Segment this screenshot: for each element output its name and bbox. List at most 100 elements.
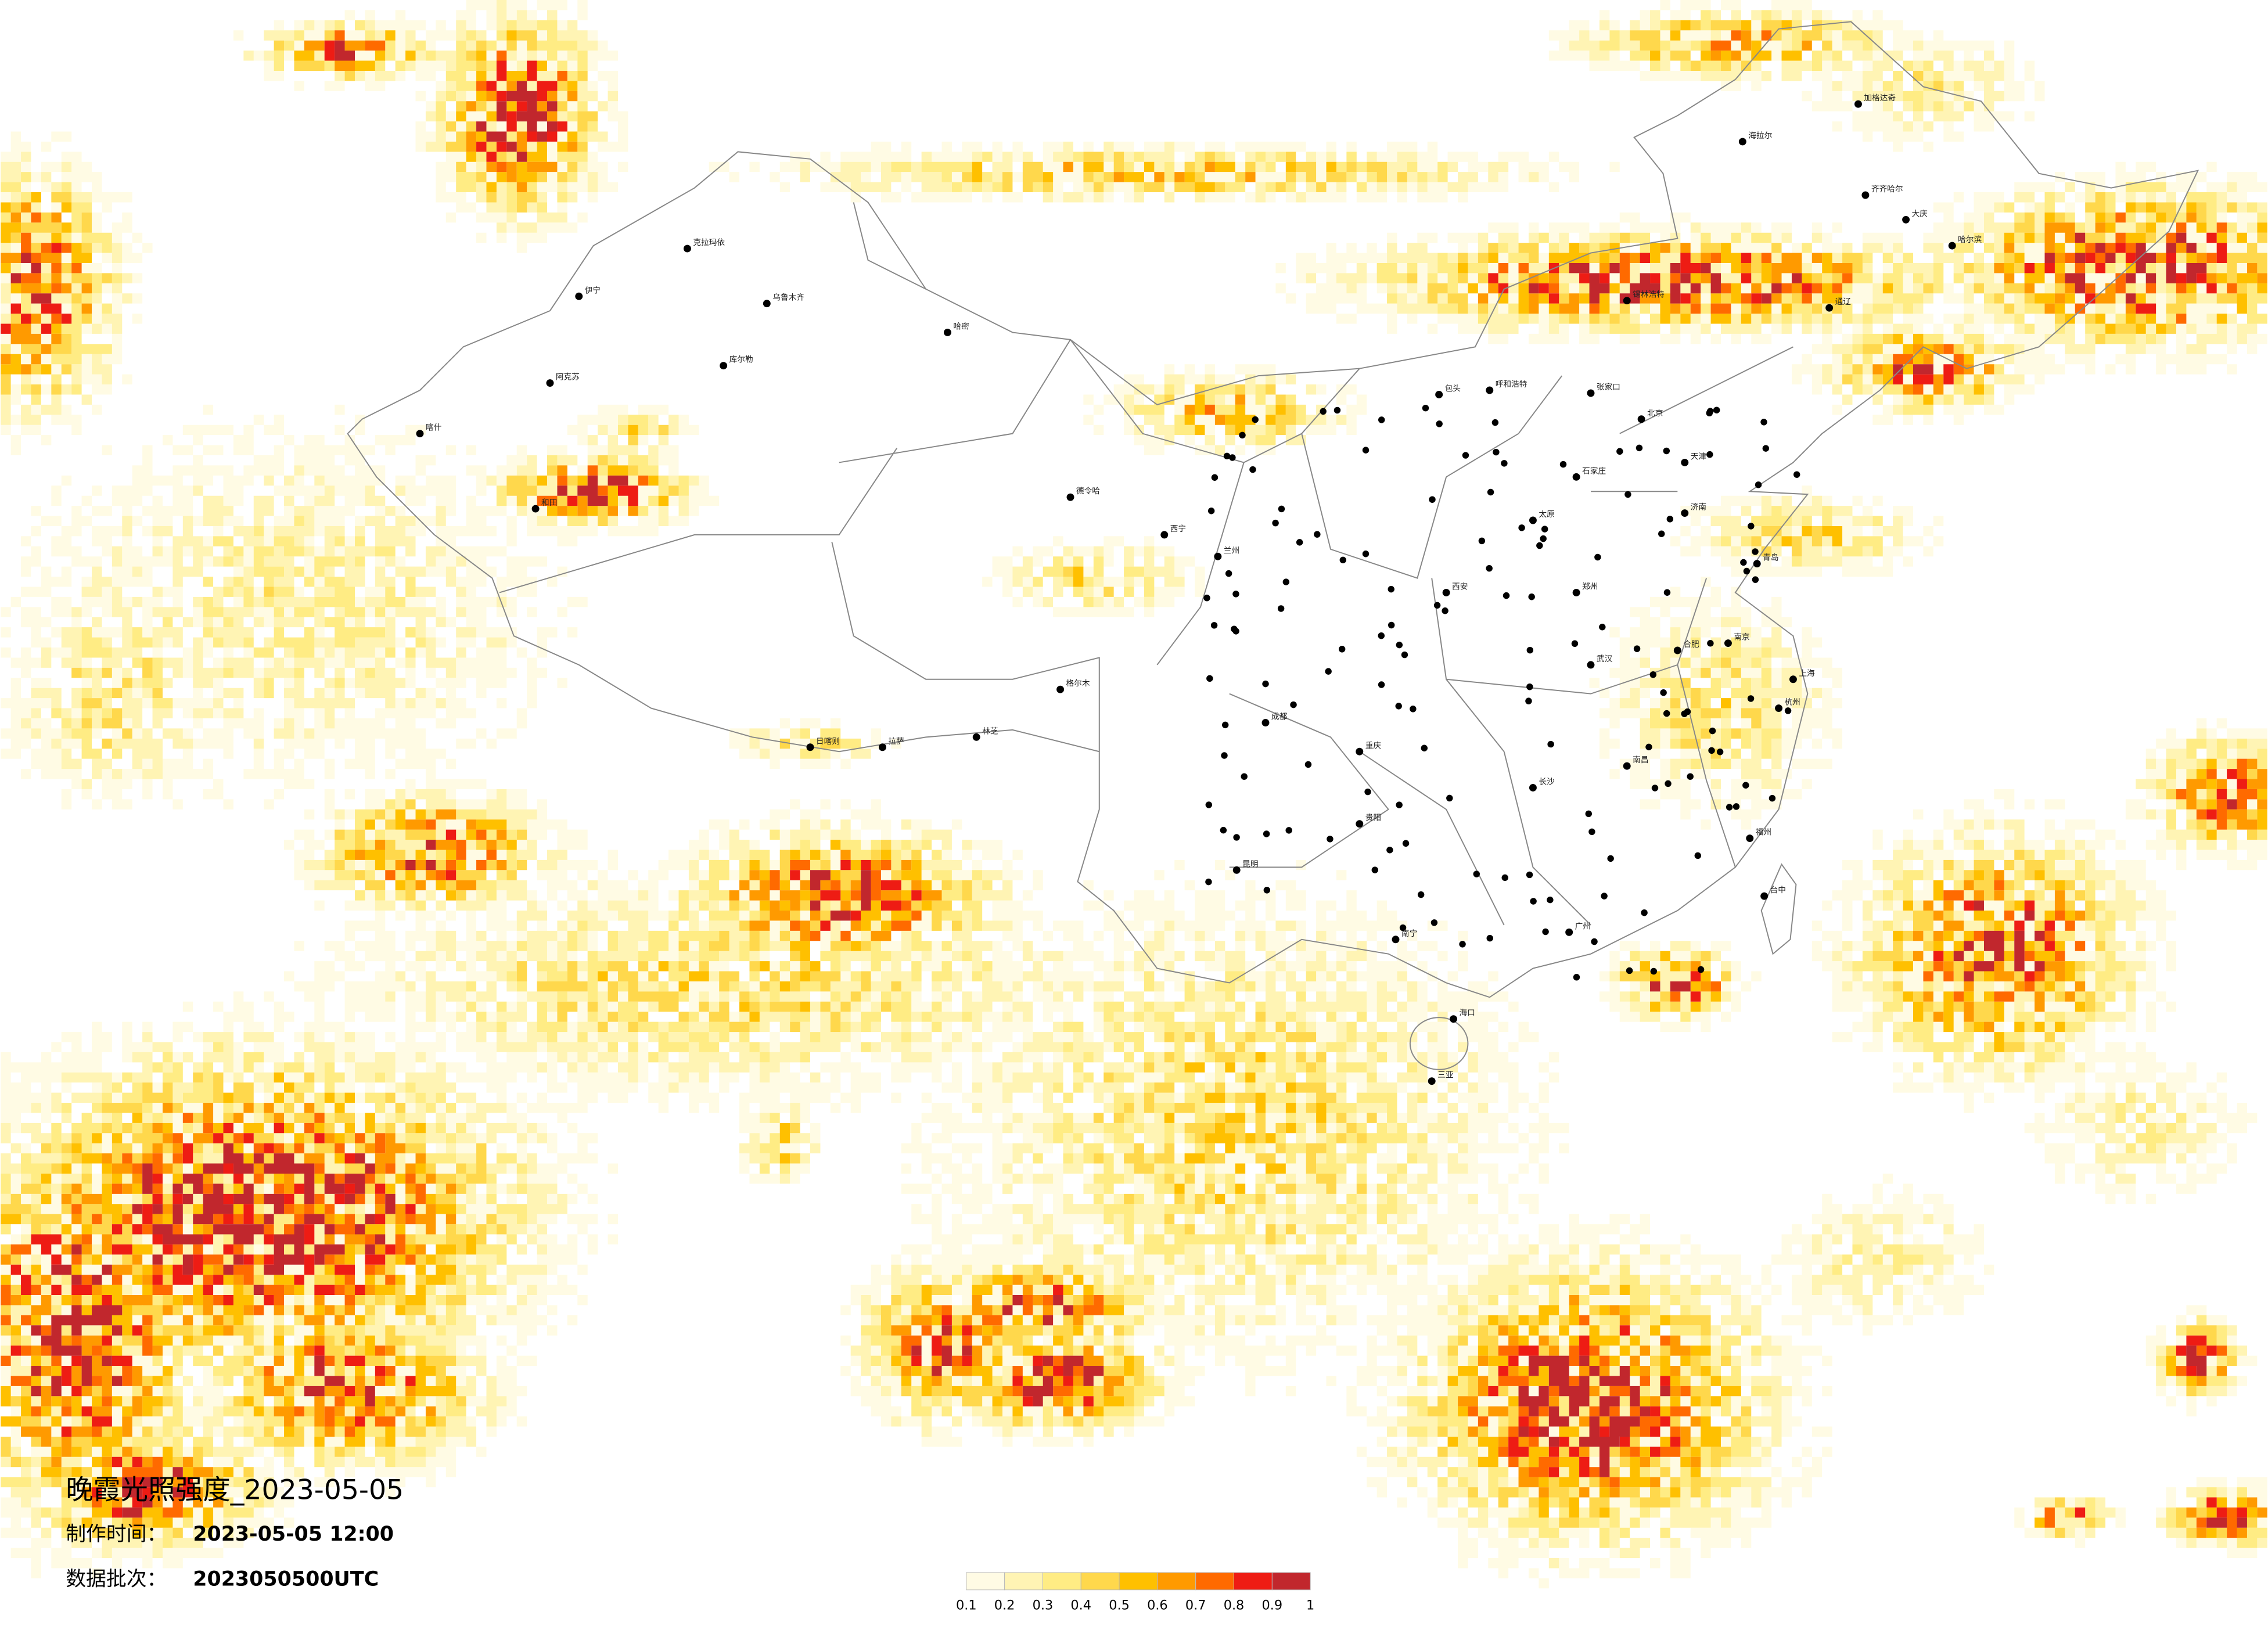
heat-layer [1,0,2267,1589]
city-dot [1861,191,1870,199]
city-dot [1526,646,1534,654]
city-label: 杭州 [1785,698,1800,707]
city-dot [1428,1077,1436,1085]
city-label: 广州 [1575,922,1591,931]
city-dot [1599,624,1606,631]
city-dot [1525,697,1532,704]
city-label: 齐齐哈尔 [1871,185,1903,194]
city-dot [1446,794,1453,802]
city-dot [1364,788,1371,796]
city-dot [1211,474,1219,481]
city-dot [1252,416,1259,423]
city-dot [1334,406,1341,414]
city-label: 张家口 [1597,382,1620,392]
city-label: 海拉尔 [1748,131,1772,141]
city-dot [1285,827,1292,834]
city-dot [1362,447,1370,454]
city-label: 格尔木 [1066,679,1090,688]
city-dot [1587,389,1595,397]
city-dot [1435,390,1443,398]
city-dot [1775,704,1783,713]
city-dot [1320,408,1327,415]
city-dot [1478,537,1486,545]
city-label: 林芝 [982,726,998,736]
city-label: 哈密 [953,321,969,331]
taiwan-outline [1760,863,1797,955]
city-dot [1733,803,1740,810]
city-dot [1697,966,1705,973]
city-label: 武汉 [1597,654,1613,664]
city-dot [1233,834,1240,841]
city-dot [1410,706,1417,713]
city-dot [1530,898,1537,905]
city-dot [1232,591,1239,598]
city-dot [1501,460,1508,467]
city-dot [1486,386,1494,394]
city-label: 通辽 [1835,297,1852,307]
city-dot [1529,516,1537,524]
city-label: 海口 [1460,1009,1475,1018]
city-dot [1743,567,1751,575]
city-dot [1755,481,1762,488]
city-dot [1687,773,1694,780]
city-dot [1378,681,1385,688]
city-dot [1395,703,1402,710]
city-dot [575,292,583,300]
city-dot [1402,840,1410,847]
city-label: 青岛 [1763,553,1778,563]
city-dot [1263,887,1271,894]
city-dot [1594,553,1601,561]
city-dot [1706,451,1713,458]
city-dot [1396,641,1403,649]
city-dot [1740,559,1747,566]
city-dot [878,743,886,751]
city-dot [546,379,554,387]
city-dot [1417,891,1425,898]
city-dot [1503,592,1510,599]
city-dot [1160,531,1169,539]
city-dot [1278,505,1285,513]
city-dot [1262,680,1269,688]
city-dot [1789,675,1797,684]
city-label: 包头 [1445,384,1461,394]
city-dot [1526,683,1533,690]
city-dot [1724,639,1732,647]
colorbar-tick-label: 0.1 [956,1598,977,1613]
city-dot [1623,762,1631,770]
colorbar-swatch [1271,1572,1311,1591]
colorbar-tick-label: 0.5 [1109,1598,1130,1613]
city-dot [1450,1015,1458,1023]
city-dot [1210,622,1218,629]
city-dot [1356,820,1364,828]
made-label: 制作时间： [66,1523,167,1546]
city-label: 西宁 [1170,524,1186,534]
colorbar-swatch [1080,1572,1120,1591]
city-dot [1902,215,1910,224]
city-dot [1684,708,1691,715]
city-dot [1547,896,1554,904]
colorbar-swatch [1157,1572,1196,1591]
country-outline [347,21,2199,998]
city-dot [1607,855,1614,862]
city-label: 哈尔滨 [1958,235,1982,244]
city-dot [1769,794,1776,802]
city-dot [1738,138,1746,146]
city-label: 兰州 [1224,546,1239,555]
province-lines [499,202,1793,926]
city-label: 济南 [1691,503,1706,512]
city-label: 伊宁 [585,285,601,295]
colorbar-tick-label: 0.4 [1070,1598,1091,1613]
city-dot [1442,607,1448,614]
city-dot [1462,452,1469,459]
colorbar-swatch [1234,1572,1273,1591]
city-dot [1296,539,1303,546]
city-dot [1225,570,1232,577]
city-dot [1681,458,1689,466]
city-dot [1206,675,1213,682]
city-dot [1392,936,1400,944]
city-label: 德令哈 [1076,487,1100,496]
city-dot [1663,710,1670,717]
city-dot [1713,406,1720,413]
city-label: 台中 [1770,886,1786,895]
